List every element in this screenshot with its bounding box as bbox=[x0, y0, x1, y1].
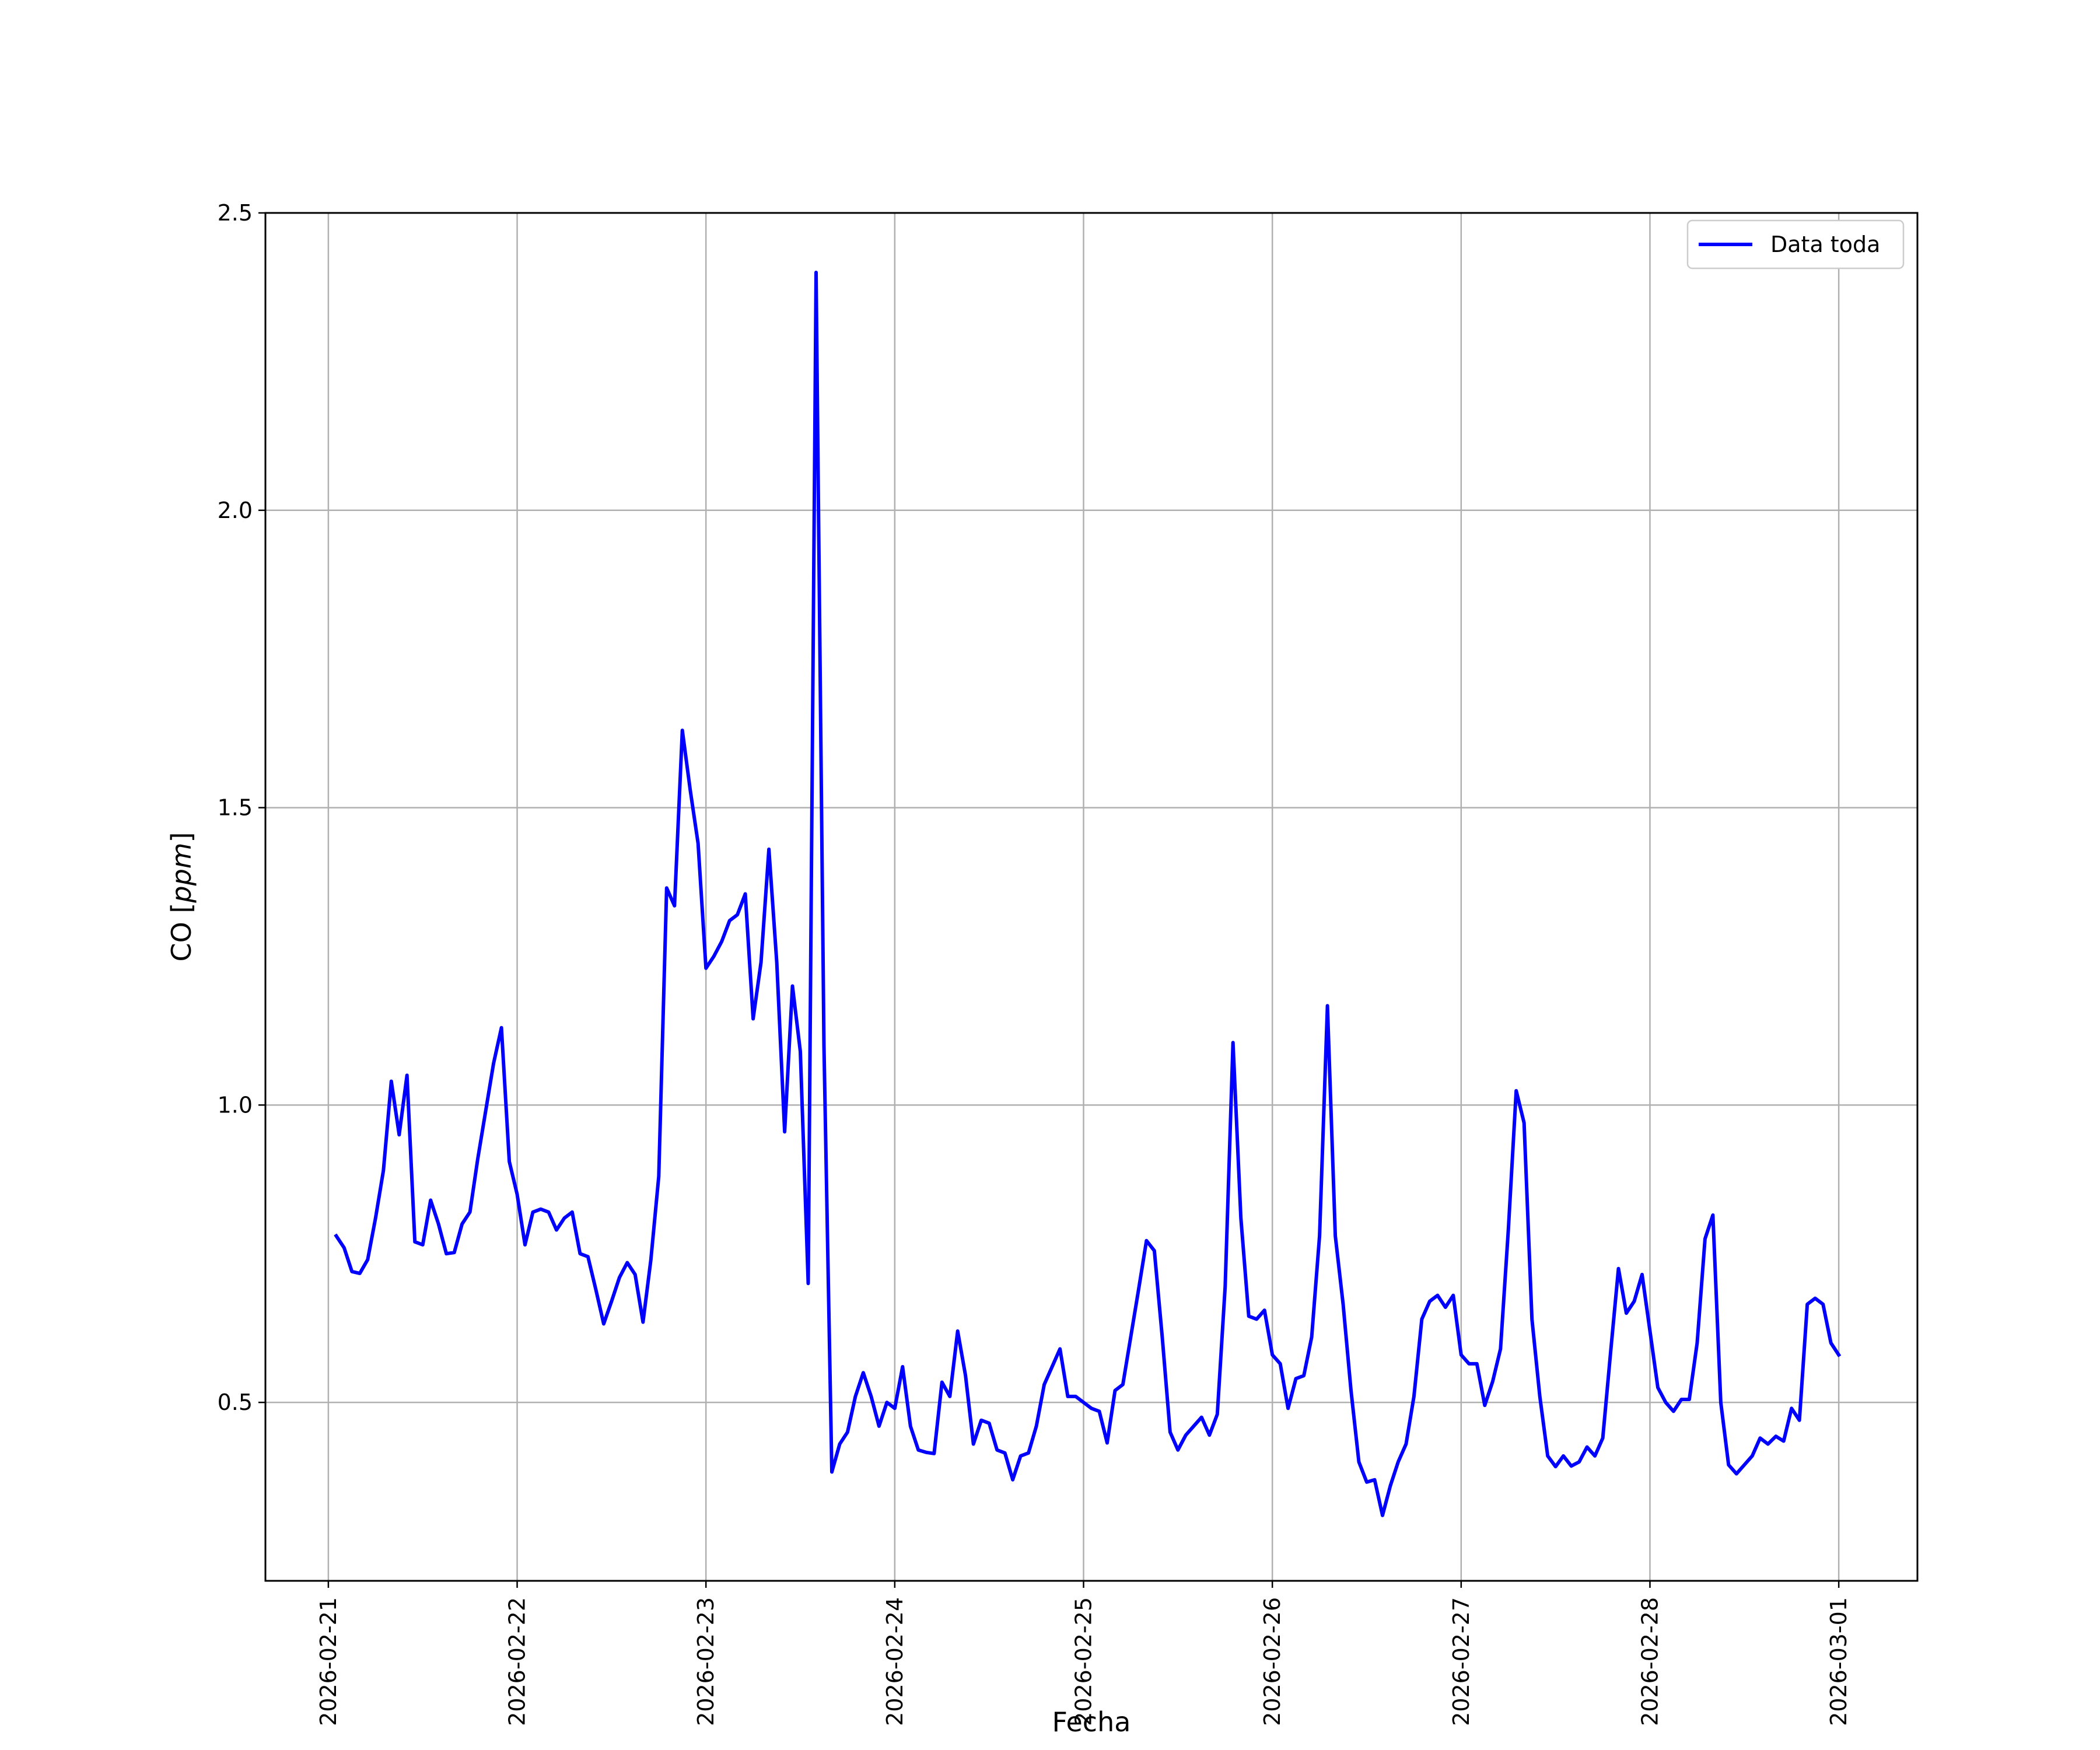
y-tick-label: 0.5 bbox=[218, 1390, 253, 1415]
x-tick-label: 2026-02-24 bbox=[882, 1597, 908, 1726]
legend-label: Data toda bbox=[1770, 232, 1880, 257]
plot-frame bbox=[264, 212, 1919, 1582]
legend-box bbox=[1686, 219, 1905, 270]
series-layer bbox=[334, 271, 1842, 1517]
y-axis-title-suffix: ] bbox=[166, 832, 197, 842]
x-axis: 2026-02-21 2026-02-22 2026-02-23 2026-02-24… bbox=[316, 1581, 1852, 1726]
x-tick-label: 2026-03-01 bbox=[1826, 1597, 1852, 1726]
x-tick-label: 2026-02-28 bbox=[1637, 1597, 1662, 1726]
series-line bbox=[334, 271, 1842, 1517]
x-tick-label: 2026-02-22 bbox=[505, 1597, 530, 1726]
x-tick-label: 2026-02-25 bbox=[1071, 1597, 1097, 1726]
y-tick-label: 1.0 bbox=[218, 1092, 253, 1118]
y-axis-title-prefix: CO [ bbox=[166, 903, 197, 962]
x-tick-label: 2026-02-23 bbox=[693, 1597, 719, 1726]
y-tick-label: 2.0 bbox=[218, 498, 253, 523]
x-axis-title: Fecha bbox=[1052, 1706, 1131, 1738]
x-tick-label: 2026-02-27 bbox=[1448, 1597, 1474, 1726]
x-tick-label: 2026-02-26 bbox=[1259, 1597, 1285, 1726]
x-tick-label: 2026-02-21 bbox=[316, 1597, 341, 1726]
y-axis: 0.5 1.0 1.5 2.0 2.5 bbox=[218, 200, 265, 1415]
y-axis-title-unit: ppm bbox=[166, 842, 197, 903]
legend: Data toda bbox=[1686, 219, 1905, 270]
y-tick-label: 2.5 bbox=[218, 200, 253, 226]
y-tick-label: 1.5 bbox=[218, 795, 253, 821]
y-axis-title: CO [ppm] bbox=[166, 832, 197, 961]
